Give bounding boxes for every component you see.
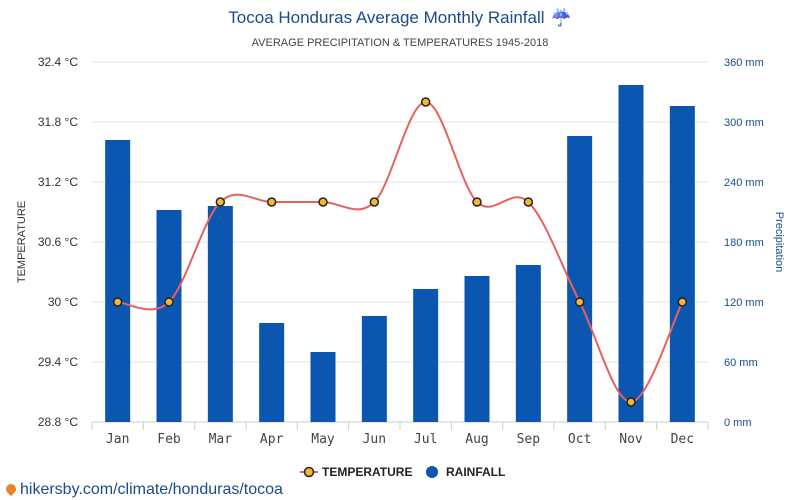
y-tick-label: 32.4 °C [38,55,78,69]
temperature-point-jan[interactable] [112,297,123,307]
rainfall-bar-oct[interactable] [567,136,593,422]
x-tick-label: Aug [465,432,488,447]
temperature-point-mar[interactable] [215,197,226,207]
temperature-point-jun[interactable] [369,197,380,207]
y-tick-label: 30 °C [48,295,78,309]
temperature-point-feb[interactable] [164,297,174,307]
left-axis-ticks: 32.4 °C 31.8 °C 31.2 °C 30.6 °C 30 °C 29.4 °C… [38,55,78,429]
temperature-point-sep[interactable] [523,197,534,207]
temperature-point-apr[interactable] [266,197,277,207]
x-tick-label: Jun [363,432,386,447]
x-tick-label: Feb [157,432,181,447]
temperature-point-aug[interactable] [472,197,482,207]
rainfall-bar-aug[interactable] [464,276,490,422]
x-tick-label: Nov [619,432,643,447]
rainfall-bar-apr[interactable] [259,323,285,422]
y-tick-label: 31.2 °C [38,175,78,189]
source-text: hikersby.com/climate/honduras/tocoa [20,481,283,498]
rainfall-bars [105,85,695,422]
rainfall-bar-sep[interactable] [515,265,541,422]
map-pin-icon [3,481,19,497]
rainfall-bar-may[interactable] [310,352,336,422]
chart-title: Tocoa Honduras Average Monthly Rainfall ☔ [228,7,571,27]
legend-rainfall-label: RAINFALL [446,465,505,479]
x-tick-label: Apr [260,432,284,447]
source-link[interactable]: hikersby.com/climate/honduras/tocoa [3,481,283,499]
y-tick-label: 28.8 °C [38,415,78,429]
x-tick-label: Dec [671,432,694,447]
legend-rainfall-marker [426,466,438,478]
umbrella-icon: ☔ [551,7,572,27]
right-axis-ticks: 360 mm 300 mm 240 mm 180 mm 120 mm 60 mm 0 mm [724,57,764,429]
temperature-point-nov[interactable] [626,397,636,407]
temperature-point-dec[interactable] [677,297,688,307]
y-tick-label: 30.6 °C [38,235,78,249]
temperature-line-layer [112,97,688,407]
y2-tick-label: 180 mm [724,237,764,249]
y2-tick-label: 240 mm [724,177,764,189]
x-axis-ticks: Jan Feb Mar Apr May Jun Jul Aug Sep Oct Nov Dec [106,432,694,447]
rainfall-bar-jun[interactable] [361,316,387,422]
legend-item-temperature[interactable]: TEMPERATURE [300,465,412,479]
x-tick-label: Mar [209,432,233,447]
x-tick-label: Jul [414,432,437,447]
y2-tick-label: 0 mm [724,417,752,429]
legend-temperature-marker [303,466,315,478]
rainfall-bar-feb[interactable] [156,210,182,422]
y2-tick-label: 120 mm [724,297,764,309]
y2-tick-label: 60 mm [724,357,758,369]
legend-temperature-label: TEMPERATURE [322,465,412,479]
legend-item-rainfall[interactable]: RAINFALL [426,465,505,479]
rainfall-bar-mar[interactable] [207,206,233,422]
rainfall-bar-dec[interactable] [669,106,695,422]
y-tick-label: 29.4 °C [38,355,78,369]
x-tick-label: Oct [568,432,591,447]
temperature-point-may[interactable] [318,197,328,207]
temperature-point-jul[interactable] [420,97,431,107]
x-tick-label: Sep [517,432,541,447]
legend: TEMPERATURE RAINFALL [300,465,505,479]
y-axis-title: TEMPERATURE [16,201,28,283]
chart-subtitle: AVERAGE PRECIPITATION & TEMPERATURES 194… [252,37,549,49]
y-tick-label: 31.8 °C [38,115,78,129]
y2-tick-label: 300 mm [724,117,764,129]
temperature-point-oct[interactable] [574,297,585,307]
x-tick-label: May [311,432,335,447]
rainfall-bar-jul[interactable] [413,289,439,422]
rainfall-bar-nov[interactable] [618,85,644,422]
temperature-line [117,100,684,404]
y2-axis-title: Precipitation [773,212,785,273]
x-tick-label: Jan [106,432,129,447]
rainfall-bar-jan[interactable] [105,140,131,422]
gridlines [91,61,709,430]
y2-tick-label: 360 mm [724,57,764,69]
